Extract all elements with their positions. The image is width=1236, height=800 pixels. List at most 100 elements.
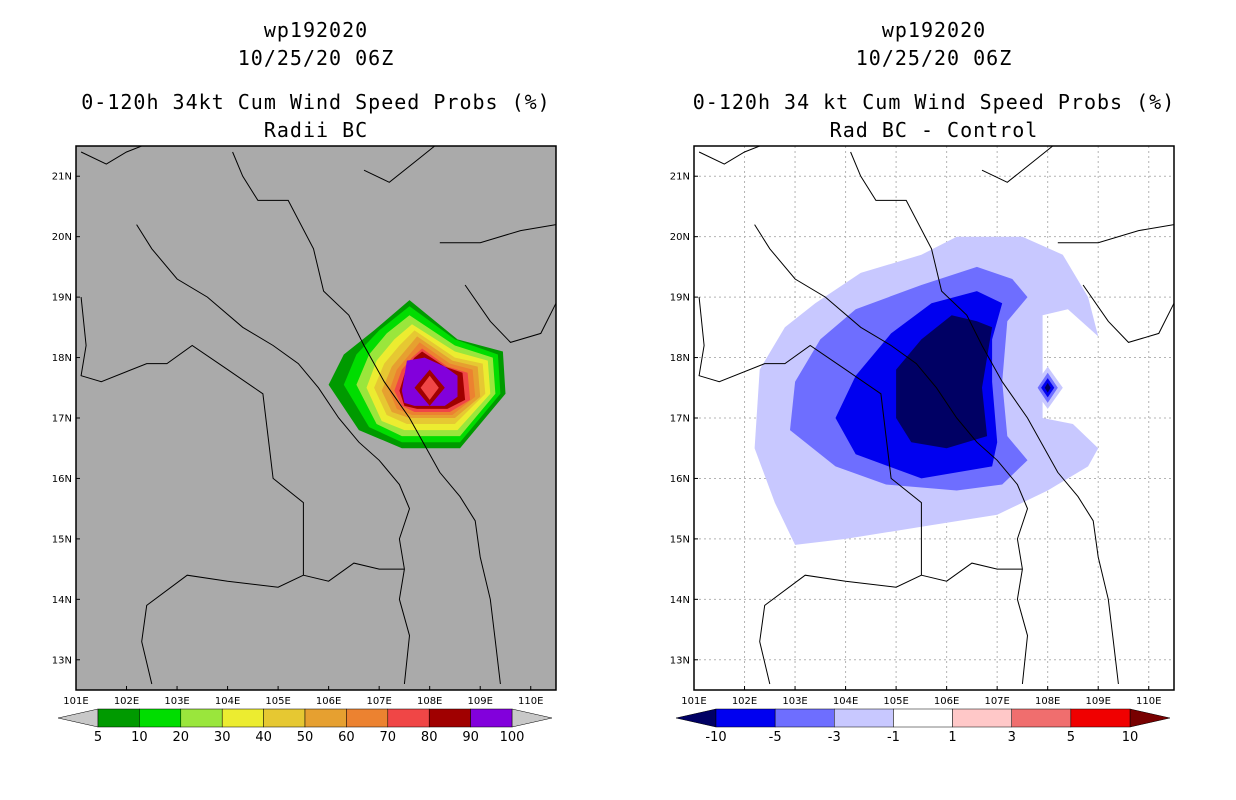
left-map-outline	[80, 297, 304, 685]
left-map-outline	[439, 224, 556, 244]
left-colorbar-segment	[304, 708, 347, 728]
left-colorbar-label: 30	[214, 730, 231, 745]
left-colorbar-segment	[139, 708, 182, 728]
right-y-tick-label: 16N	[670, 474, 690, 485]
right-map-outline	[754, 224, 1029, 685]
right-map-outline	[921, 562, 1023, 582]
right-colorbar-segment	[715, 708, 776, 728]
left-y-tick-label: 19N	[52, 293, 72, 304]
left-y-tick-label: 14N	[52, 595, 72, 606]
right-title-line-1: wp192020	[881, 18, 987, 42]
right-x-tick-label: 107E	[984, 696, 1009, 707]
left-colorbar-label: 70	[380, 730, 397, 745]
left-colorbar-label: 10	[131, 730, 148, 745]
right-colorbar-label: 3	[1008, 730, 1016, 745]
left-contour-97	[420, 375, 439, 400]
right-y-tick-label: 15N	[670, 534, 690, 545]
left-colorbar-label: 60	[338, 730, 355, 745]
left-colorbar-label: 5	[94, 730, 102, 745]
left-colorbar-label: 90	[462, 730, 479, 745]
left-y-tick-label: 20N	[52, 232, 72, 243]
left-map-outline	[303, 562, 405, 582]
right-colorbar-segment	[893, 708, 953, 728]
left-title-line-3: 0-120h 34kt Cum Wind Speed Probs (%)	[81, 90, 551, 114]
right-colorbar-start-triangle	[675, 708, 717, 728]
left-colorbar-label: 40	[255, 730, 272, 745]
right-colorbar-label: -5	[769, 730, 782, 745]
right-x-tick-label: 105E	[883, 696, 908, 707]
left-map-outline	[232, 151, 501, 685]
left-map-outline	[464, 284, 556, 343]
right-x-tick-label: 108E	[1035, 696, 1060, 707]
left-colorbar-segment	[180, 708, 223, 728]
right-title-line-2: 10/25/20 06Z	[855, 46, 1013, 70]
left-colorbar-segment	[470, 708, 513, 728]
left-colorbar-segment	[221, 708, 264, 728]
left-y-tick-label: 18N	[52, 353, 72, 364]
right-colorbar-segment	[952, 708, 1012, 728]
right-map-outline	[698, 146, 760, 165]
right-colorbar-label: 1	[948, 730, 956, 745]
left-y-tick-label: 17N	[52, 414, 72, 425]
right-map-outline	[981, 146, 1054, 183]
left-x-tick-label: 108E	[417, 696, 442, 707]
right-y-tick-label: 21N	[670, 172, 690, 183]
left-y-tick-label: 15N	[52, 534, 72, 545]
left-y-tick-label: 21N	[52, 172, 72, 183]
left-y-tick-label: 16N	[52, 474, 72, 485]
left-title-line-4: Radii BC	[263, 118, 369, 142]
right-colorbar-label: 10	[1122, 730, 1139, 745]
right-x-tick-label: 110E	[1136, 696, 1161, 707]
left-x-tick-label: 105E	[265, 696, 290, 707]
right-x-tick-label: 102E	[732, 696, 757, 707]
left-colorbar-segment	[387, 708, 430, 728]
right-x-tick-label: 103E	[782, 696, 807, 707]
right-y-tick-label: 14N	[670, 595, 690, 606]
left-x-tick-label: 109E	[468, 696, 493, 707]
left-colorbar-label: 50	[297, 730, 314, 745]
left-x-tick-label: 110E	[518, 696, 543, 707]
left-title-line-1: wp192020	[263, 18, 369, 42]
right-x-tick-label: 101E	[681, 696, 706, 707]
left-colorbar-start-triangle	[57, 708, 99, 728]
left-colorbar-label: 100	[500, 730, 525, 745]
left-colorbar-segment	[97, 708, 140, 728]
right-y-tick-label: 17N	[670, 414, 690, 425]
left-map-outline	[80, 146, 142, 165]
right-y-tick-label: 19N	[670, 293, 690, 304]
right-x-tick-label: 106E	[934, 696, 959, 707]
right-y-tick-label: 18N	[670, 353, 690, 364]
right-x-tick-label: 109E	[1086, 696, 1111, 707]
left-x-tick-label: 107E	[366, 696, 391, 707]
left-colorbar-segment	[263, 708, 306, 728]
right-colorbar-end-triangle	[1129, 708, 1171, 728]
right-colorbar-label: -10	[705, 730, 726, 745]
left-x-tick-label: 104E	[215, 696, 240, 707]
right-contour--11	[1044, 382, 1051, 393]
left-x-tick-label: 103E	[164, 696, 189, 707]
right-colorbar-segment	[1011, 708, 1072, 728]
right-colorbar-label: 5	[1067, 730, 1075, 745]
right-map-outline	[850, 151, 1119, 685]
left-colorbar-label: 20	[173, 730, 190, 745]
left-y-tick-label: 13N	[52, 655, 72, 666]
left-map-layer	[76, 146, 556, 685]
left-colorbar-end-triangle	[511, 708, 553, 728]
left-map-outline	[136, 224, 411, 685]
right-map-outline	[1082, 284, 1174, 343]
right-colorbar-label: -1	[887, 730, 900, 745]
right-colorbar-segment	[834, 708, 894, 728]
right-map-outline	[698, 297, 922, 685]
right-title-line-4: Rad BC - Control	[829, 118, 1039, 142]
right-contour--10	[896, 315, 993, 449]
right-map-layer	[694, 146, 1174, 690]
left-colorbar-segment	[346, 708, 389, 728]
left-title-line-2: 10/25/20 06Z	[237, 46, 395, 70]
left-x-tick-label: 101E	[63, 696, 88, 707]
right-colorbar-segment	[1070, 708, 1131, 728]
right-map-outline	[1057, 224, 1174, 244]
left-colorbar-label: 80	[421, 730, 438, 745]
left-colorbar-segment	[428, 708, 471, 728]
right-x-tick-label: 104E	[833, 696, 858, 707]
